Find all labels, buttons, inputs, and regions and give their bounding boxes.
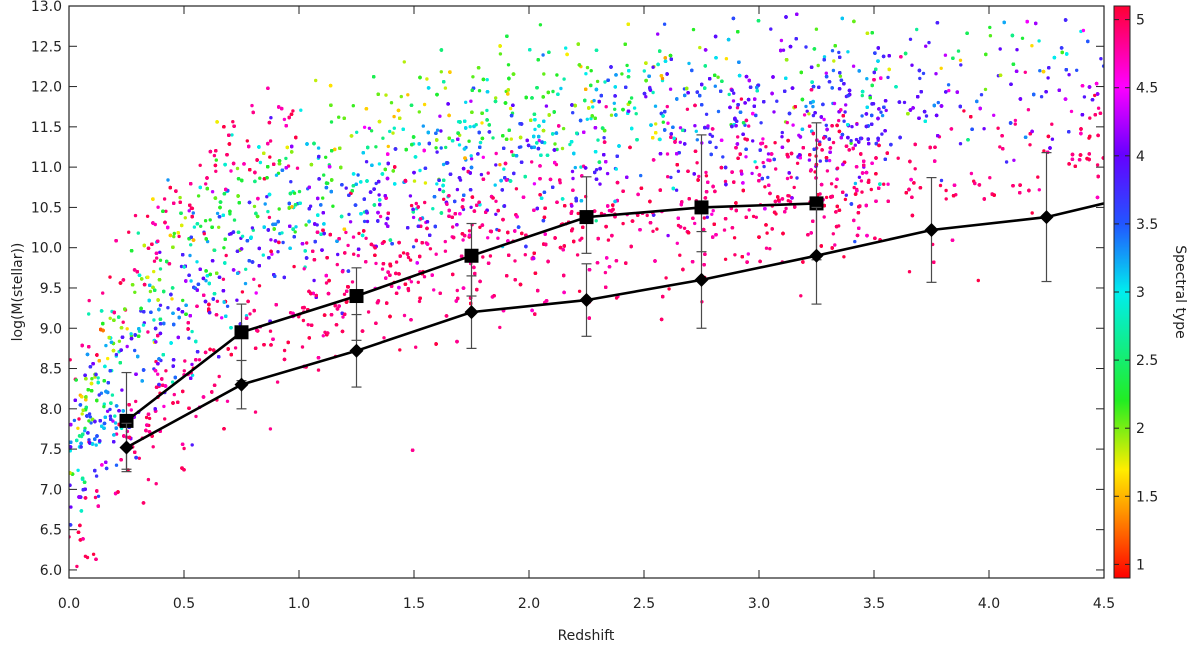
x-tick-label: 2.0: [518, 596, 540, 612]
x-tick-label: 0.0: [58, 596, 80, 612]
square-marker: [119, 413, 134, 428]
colorbar-tick-label: 4: [1136, 149, 1145, 165]
y-tick-label: 9.0: [40, 321, 62, 337]
colorbar-tick-label: 5: [1136, 13, 1145, 29]
colorbar-axis: 1 1.5 2 2.5 3 3.5 4 4.5 5: [1114, 13, 1158, 573]
colorbar-tick-label: 2: [1136, 421, 1145, 437]
plot-frame: [68, 5, 1105, 579]
x-axis-label: Redshift: [558, 628, 615, 644]
x-tick-label: 4.0: [978, 596, 1000, 612]
y-tick-label: 13.0: [31, 0, 62, 15]
colorbar-tick-label: 1: [1136, 557, 1145, 573]
y-tick-label: 6.0: [40, 563, 62, 579]
y-tick-label: 9.5: [40, 281, 62, 297]
square-marker: [464, 248, 479, 263]
x-tick-label: 1.0: [288, 596, 310, 612]
diamond-marker: [579, 293, 594, 308]
diamond-marker: [924, 222, 939, 237]
colorbar-tick-label: 1.5: [1136, 489, 1158, 505]
series-line-diamond: [125, 202, 1104, 449]
diamond-marker: [119, 440, 134, 455]
y-tick-label: 8.5: [40, 362, 62, 378]
diamond-marker: [694, 272, 709, 287]
y-tick-label: 12.5: [31, 39, 62, 55]
y-tick-label: 11.0: [31, 160, 62, 176]
diamond-marker: [464, 305, 479, 320]
y-tick-label: 8.0: [40, 402, 62, 418]
series-layer: [119, 122, 1104, 473]
y-axis: 6.0 6.5 7.0 7.5 8.0 8.5 9.0 9.5 10.0 10.5 11.0 11.5…: [31, 0, 1104, 579]
y-axis-label: log(M(stellar)): [10, 243, 26, 342]
colorbar-tick-label: 4.5: [1136, 81, 1158, 97]
square-marker: [349, 289, 364, 304]
square-marker: [694, 200, 709, 215]
y-tick-label: 6.5: [40, 523, 62, 539]
diamond-marker: [1039, 210, 1054, 225]
x-tick-label: 1.5: [403, 596, 425, 612]
diamond-marker: [349, 343, 364, 358]
colorbar-tick-label: 2.5: [1136, 353, 1158, 369]
x-tick-label: 2.5: [633, 596, 655, 612]
square-marker: [234, 325, 249, 340]
y-tick-label: 7.5: [40, 442, 62, 458]
y-tick-label: 12.0: [31, 80, 62, 96]
x-tick-label: 3.5: [863, 596, 885, 612]
colorbar-label: Spectral type: [1172, 245, 1188, 339]
y-tick-label: 7.0: [40, 482, 62, 498]
x-tick-label: 4.5: [1093, 596, 1115, 612]
x-tick-label: 3.0: [748, 596, 770, 612]
diamond-marker: [809, 248, 824, 263]
y-tick-label: 10.5: [31, 200, 62, 216]
colorbar-tick-label: 3: [1136, 285, 1145, 301]
y-tick-label: 11.5: [31, 120, 62, 136]
x-axis: 0.0 0.5 1.0 1.5 2.0 2.5 3.0 3.5 4.0 4.5: [58, 6, 1115, 612]
y-tick-label: 10.0: [31, 241, 62, 257]
diamond-marker: [234, 377, 249, 392]
scatter-points: [69, 12, 1104, 569]
x-tick-label: 0.5: [173, 596, 195, 612]
colorbar-tick-label: 3.5: [1136, 217, 1158, 233]
square-marker: [579, 210, 594, 225]
